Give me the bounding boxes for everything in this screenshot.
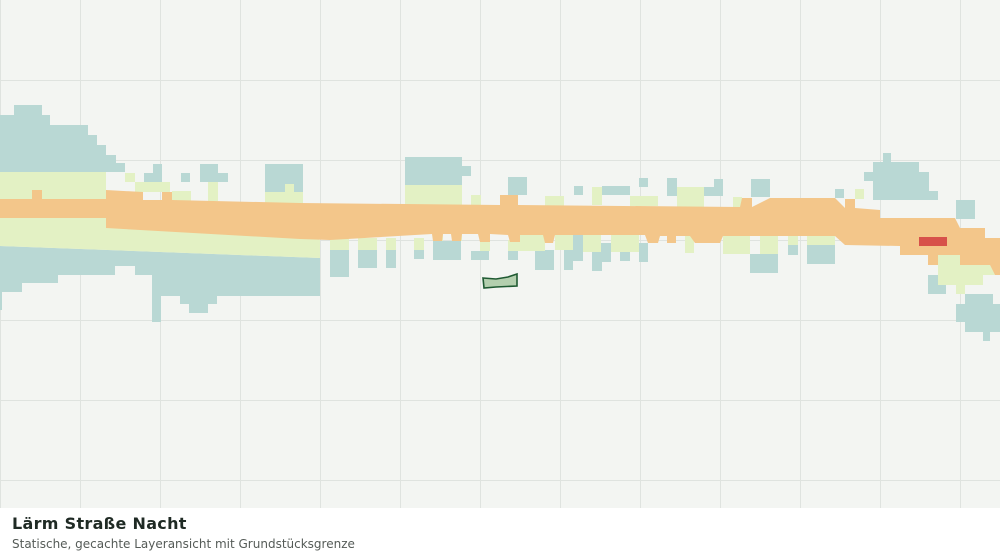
noise-zone-low-cell (265, 164, 303, 192)
noise-zone-medium-cell (285, 184, 294, 194)
noise-zone-medium-cell (135, 182, 170, 192)
noise-zone-medium (0, 172, 995, 294)
noise-zone-low-cell (750, 254, 778, 273)
noise-zone-high (0, 190, 1000, 275)
noise-zone-low-cell (330, 250, 349, 277)
noise-zone-low-cell (751, 179, 770, 197)
noise-map (0, 0, 1000, 508)
noise-zone-medium-cell (592, 187, 602, 205)
noise-zone-medium-cell (611, 234, 639, 252)
parcel-boundary[interactable] (482, 272, 518, 289)
noise-zone-low-cell (704, 187, 723, 196)
noise-zone-low-cell (620, 252, 630, 261)
noise-zone-medium-cell (358, 238, 377, 250)
noise-zone-medium-cell (414, 238, 424, 250)
noise-zone-medium-cell (518, 232, 545, 251)
legend-panel: Lärm Straße Nacht Statische, gecachte La… (0, 508, 1000, 560)
noise-zone-low-cell (508, 177, 527, 195)
noise-zone-low-cell (807, 245, 835, 264)
noise-zone-medium-cell (760, 236, 778, 254)
noise-zone-low-cell (573, 233, 583, 261)
noise-zone-medium-cell (545, 196, 564, 206)
noise-zone-low-cell (956, 200, 975, 219)
layer-title: Lärm Straße Nacht (12, 514, 187, 533)
noise-zone-low-cell (602, 186, 630, 195)
noise-zone-low-cell (358, 250, 377, 268)
noise-zone-medium-cell (330, 238, 349, 250)
noise-zone-medium-cell (938, 255, 995, 294)
noise-zone-medium-cell (855, 189, 864, 199)
noise-zone-low-cell (181, 173, 190, 182)
noise-zone-low-cell (574, 186, 583, 195)
noise-zone-medium-cell (125, 173, 135, 182)
noise-zone-medium-cell (508, 240, 518, 251)
noise-zone-low-cell (218, 173, 228, 182)
noise-zone-medium-cell (723, 236, 750, 254)
noise-zone-low-cell (817, 245, 826, 254)
noise-zone-medium-cell (583, 233, 601, 252)
noise-zone-low-cell (564, 250, 573, 270)
noise-zone-very-high (919, 237, 947, 246)
noise-zone-low-cell (956, 294, 1000, 341)
noise-zone-low-cell (0, 105, 125, 182)
noise-zone-medium-cell (471, 195, 481, 205)
noise-zone-low-cell (405, 157, 462, 185)
noise-zone-medium-cell (405, 185, 462, 205)
noise-zone-low-cell (0, 246, 320, 322)
noise-zone-medium-cell (685, 234, 694, 253)
noise-zone-medium-cell (677, 187, 704, 207)
noise-zone-low-cell (462, 166, 471, 176)
noise-zone-medium-cell (0, 172, 106, 200)
noise-zone-medium-cell (172, 191, 191, 201)
noise-zone-low-cell (592, 252, 602, 271)
noise-zone-low-cell (788, 245, 798, 255)
noise-zone-low (0, 105, 1000, 341)
noise-zone-medium-cell (265, 192, 303, 204)
layer-subtitle: Statische, gecachte Layeransicht mit Gru… (12, 537, 355, 551)
noise-zone-medium-cell (807, 236, 835, 245)
noise-zone-low-cell (714, 179, 723, 188)
noise-zone-low-cell (153, 164, 162, 173)
noise-zone-medium-cell (386, 238, 396, 250)
noise-zone-low-cell (414, 250, 424, 259)
noise-zone-low-cell (200, 164, 218, 182)
noise-zone-low-cell (601, 243, 611, 262)
noise-zone-low-cell (471, 251, 489, 260)
noise-zone-low-cell (508, 251, 518, 260)
noise-zone-low-cell (386, 250, 396, 268)
noise-zone-medium-cell (788, 236, 798, 245)
noise-zone-low-cell (433, 241, 461, 260)
noise-zone-medium-cell (208, 182, 218, 201)
noise-zone-low-cell (639, 178, 648, 187)
noise-zone-medium-cell (733, 197, 742, 207)
noise-zone-low-cell (667, 178, 677, 196)
noise-zone-medium-cell (0, 218, 320, 258)
noise-zone-low-cell (835, 189, 844, 198)
tile-grid (0, 0, 1000, 508)
noise-zone-medium-cell (630, 196, 658, 206)
noise-zone-medium-cell (555, 233, 573, 250)
noise-zone-low-cell (144, 173, 162, 183)
noise-zone-low-cell (639, 243, 648, 262)
noise-zone-low-cell (864, 153, 938, 200)
noise-zone-low-cell (535, 250, 554, 270)
